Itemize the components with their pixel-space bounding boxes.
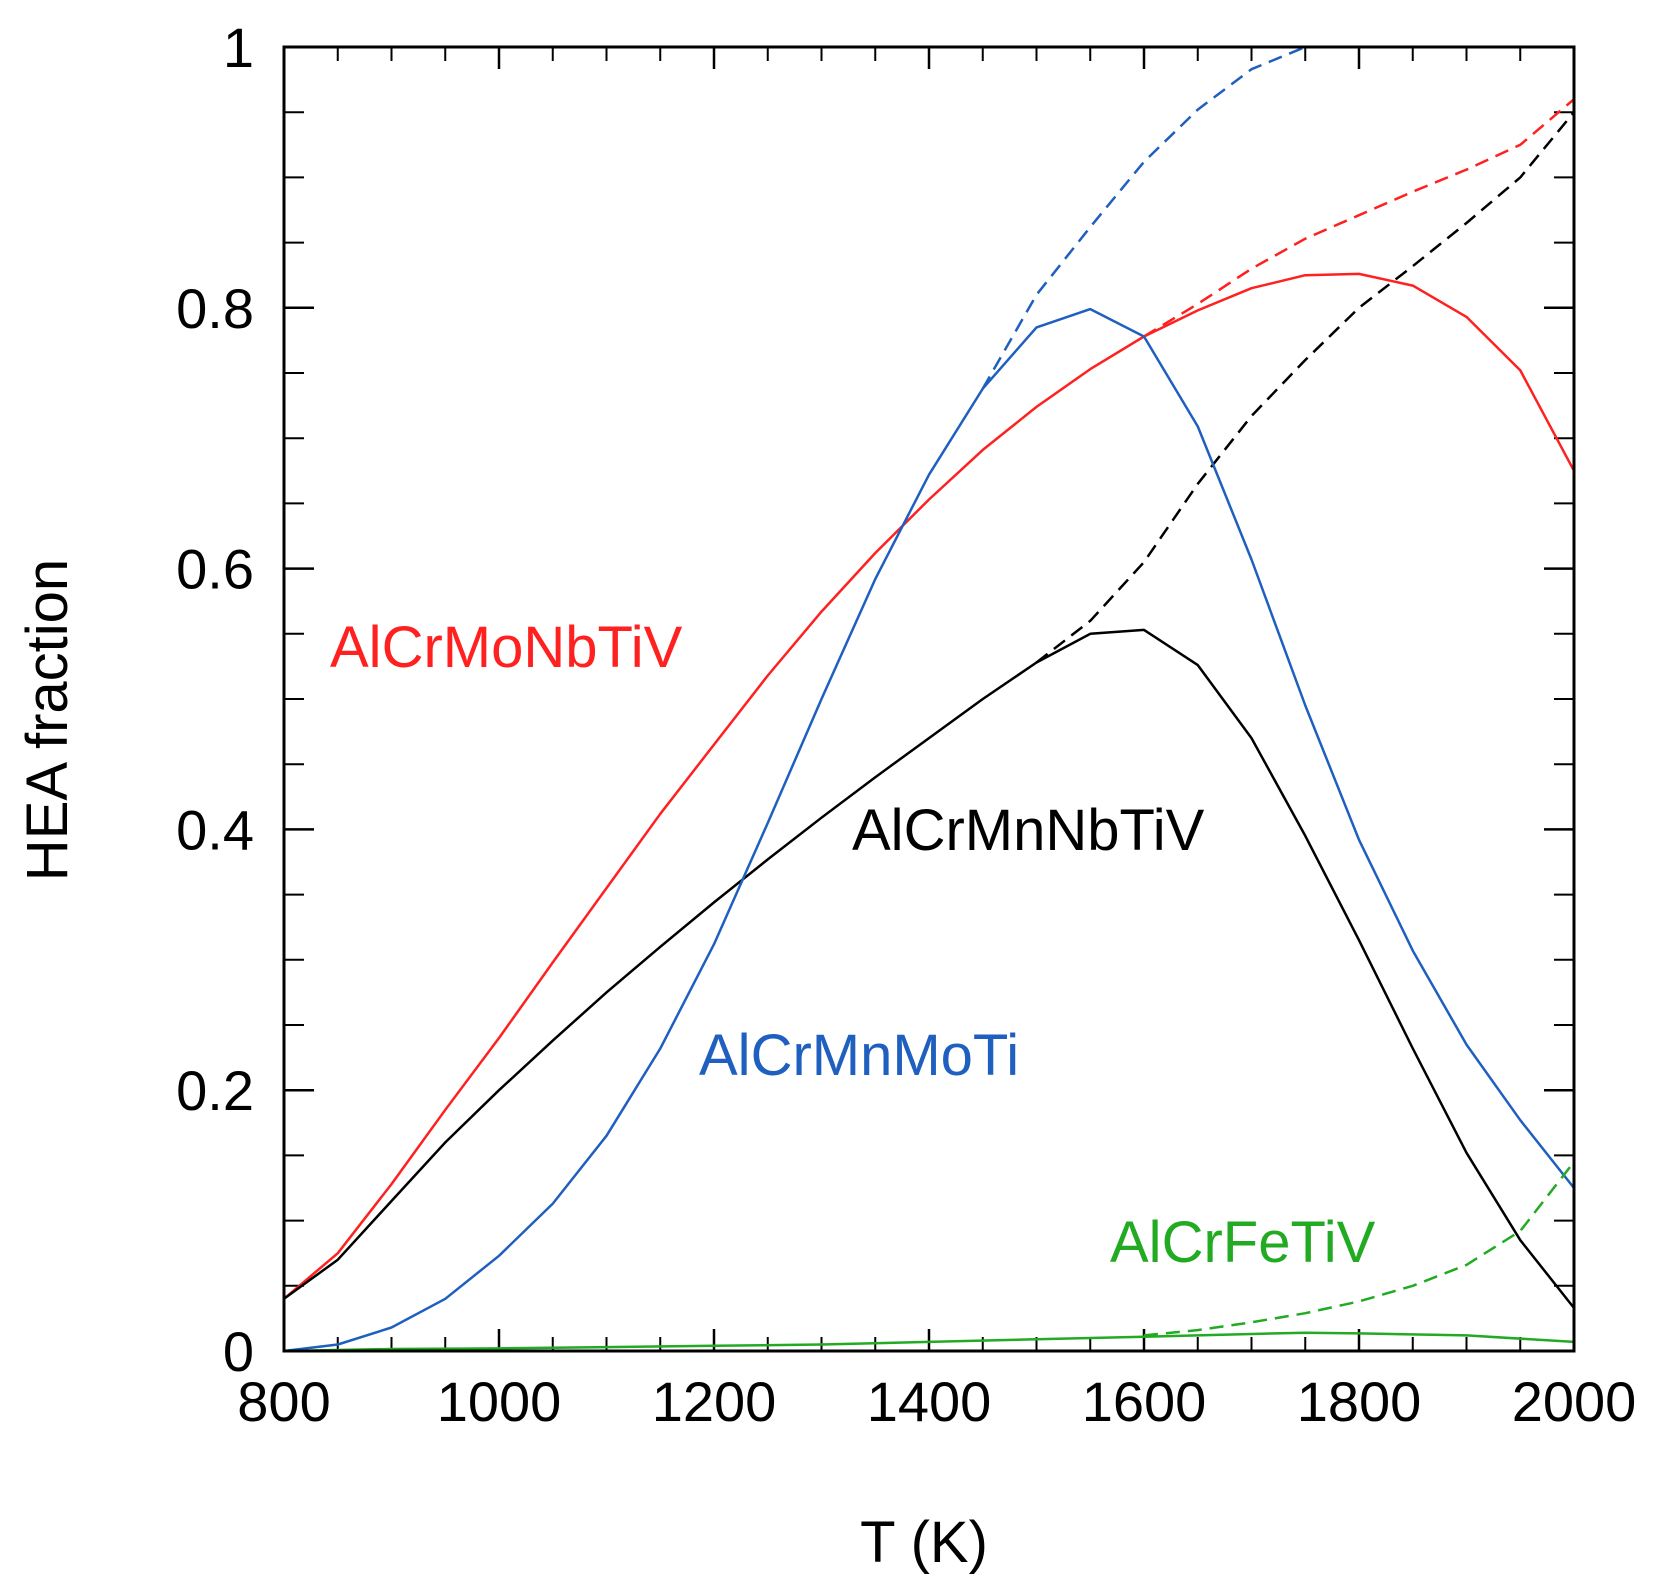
series-alcrfetiv-dashed [1143, 1161, 1575, 1337]
label-alcrfetiv: AlCrFeTiV [1110, 1210, 1376, 1275]
series-alcrmonbtiv-solid [283, 272, 1576, 1300]
x-tick-label: 1800 [1297, 1370, 1422, 1433]
y-tick-labels: 0 0.2 0.4 0.6 0.8 1 [176, 16, 254, 1383]
label-alcrmonbtiv: AlCrMoNbTiV [330, 615, 683, 680]
series-alcrmnnbtiv-solid [283, 628, 1575, 1309]
x-tick-label: 2000 [1512, 1370, 1637, 1433]
series-alcrmonbtiv-dashed [1143, 98, 1575, 338]
series-alcrmnnbtiv-dashed [1035, 111, 1575, 664]
y-tick-label: 0 [223, 1320, 254, 1383]
x-tick-label: 1200 [652, 1370, 777, 1433]
minor-ticks [284, 47, 1574, 1351]
y-tick-label: 0.8 [176, 277, 254, 340]
y-tick-label: 0.6 [176, 538, 254, 601]
plot-frame [282, 45, 1576, 1353]
series-alcrfetiv-solid [283, 1331, 1575, 1353]
x-tick-labels: 800 1000 1200 1400 1600 1800 2000 [237, 1370, 1636, 1433]
label-alcrmnmoti: AlCrMnMoTi [699, 1023, 1019, 1088]
x-tick-label: 1600 [1082, 1370, 1207, 1433]
x-tick-label: 1400 [867, 1370, 992, 1433]
y-axis-title: HEA fraction [15, 559, 80, 881]
major-ticks [282, 45, 1576, 1353]
series-alcrmnmoti-dashed [981, 45, 1306, 390]
y-tick-label: 1 [223, 16, 254, 79]
x-axis-title: T (K) [860, 1510, 988, 1575]
series-lines [283, 45, 1576, 1353]
series-alcrmnmoti-solid [283, 307, 1575, 1353]
label-alcrmnnbtiv: AlCrMnNbTiV [852, 798, 1205, 863]
x-tick-label: 800 [237, 1370, 330, 1433]
x-tick-label: 1000 [437, 1370, 562, 1433]
y-tick-label: 0.2 [176, 1059, 254, 1122]
y-tick-label: 0.4 [176, 798, 254, 861]
